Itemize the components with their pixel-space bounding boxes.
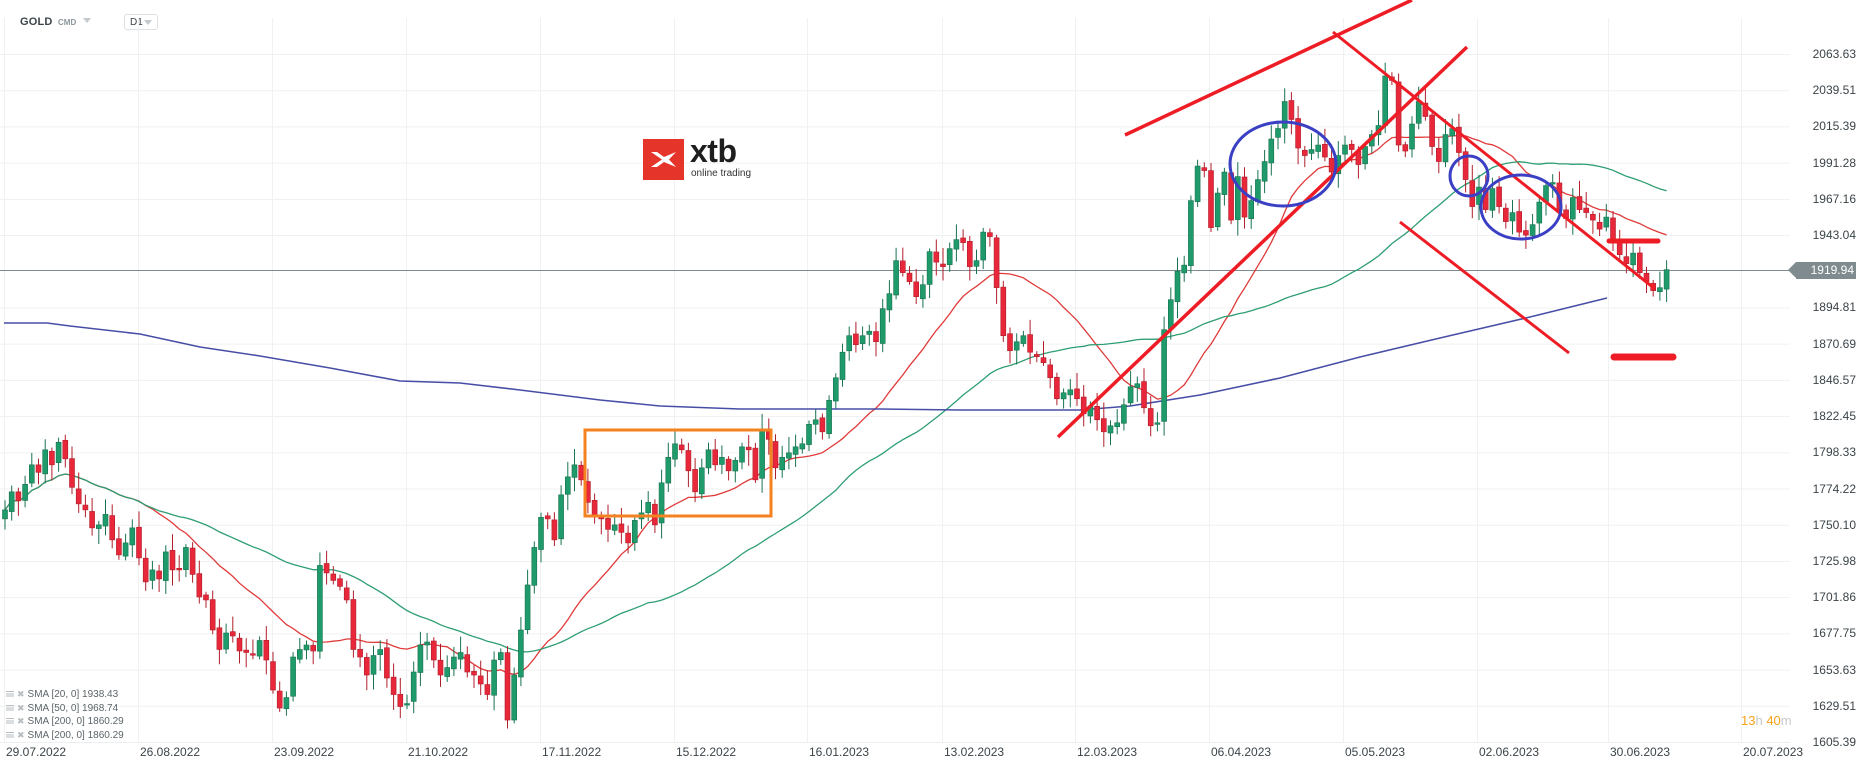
- price-tick-label: 1822.45: [1812, 409, 1856, 424]
- date-tick-label: 17.11.2022: [542, 745, 602, 759]
- descending-channel-upper: [1332, 30, 1656, 291]
- timer-minutes-unit: m: [1780, 713, 1792, 728]
- chart-header: GOLD CMD D1: [0, 0, 1866, 40]
- symbol-dropdown-caret-icon[interactable]: [83, 18, 91, 23]
- timeframe-select[interactable]: D1: [124, 14, 158, 30]
- symbol-label[interactable]: GOLD: [20, 16, 53, 28]
- remove-icon[interactable]: ✖: [17, 729, 25, 740]
- remove-icon[interactable]: ✖: [17, 716, 25, 726]
- rising-support-trendline: [1056, 45, 1469, 439]
- highlight-ellipse-1: [1228, 120, 1338, 208]
- highlight-ellipse-2: [1448, 154, 1490, 198]
- candles: [2, 62, 1670, 729]
- date-tick-label: 13.02.2023: [944, 745, 1005, 759]
- date-tick-label: 23.09.2022: [274, 745, 335, 759]
- legend-row-sma20: ✖ SMA [20, 0] 1938.43: [6, 688, 124, 702]
- timer-hours: 13: [1741, 713, 1756, 728]
- settings-icon[interactable]: [6, 704, 14, 712]
- legend-label: SMA [20, 0] 1938.43: [27, 689, 119, 700]
- price-tick-label: 1653.63: [1812, 662, 1856, 677]
- date-tick-label: 05.05.2023: [1345, 745, 1406, 759]
- grid-lines: [0, 18, 1790, 743]
- candle-countdown: 13h 40m: [1741, 713, 1792, 728]
- price-tick-label: 1798.33: [1812, 445, 1856, 460]
- remove-icon[interactable]: ✖: [17, 689, 25, 699]
- category-label: CMD: [58, 18, 77, 27]
- legend-row-sma200b: ✖ SMA [200, 0] 1860.29: [6, 729, 124, 743]
- date-tick-label: 15.12.2022: [676, 745, 737, 759]
- highlight-ellipse-3: [1479, 173, 1563, 241]
- logo-brand-text: xtb: [690, 133, 737, 169]
- upper-trendline: [1124, 0, 1413, 137]
- legend-label: SMA [50, 0] 1968.74: [27, 702, 119, 714]
- indicator-legend: ✖ SMA [20, 0] 1938.43 ✖ SMA [50, 0] 1968.7…: [6, 688, 124, 742]
- sma50-line: [4, 161, 1667, 653]
- date-tick-label: 30.06.2023: [1610, 745, 1671, 759]
- timer-hours-unit: h: [1755, 713, 1763, 728]
- legend-row-sma200: ✖ SMA [200, 0] 1860.29: [6, 715, 124, 729]
- date-tick-label: 29.07.2022: [6, 745, 67, 759]
- sma20-line: [4, 134, 1667, 675]
- consolidation-rectangle: [583, 428, 773, 518]
- annotations: [583, 0, 1677, 518]
- settings-icon[interactable]: [6, 691, 14, 699]
- sma200-line: [4, 297, 1608, 411]
- date-tick-label: 21.10.2022: [408, 745, 469, 759]
- price-tick-label: 1943.04: [1812, 228, 1856, 243]
- date-tick-label: 26.08.2022: [140, 745, 201, 759]
- price-tick-label: 1967.16: [1812, 191, 1856, 206]
- price-tick-label: 1629.51: [1812, 698, 1856, 713]
- timeframe-chevron-down-icon: [144, 20, 152, 25]
- date-tick-label: 16.01.2023: [809, 745, 870, 759]
- price-tick-label: 1991.28: [1812, 155, 1856, 170]
- timeframe-value: D1: [130, 17, 143, 28]
- descending-channel-lower: [1399, 220, 1570, 355]
- price-tick-label: 1677.75: [1812, 626, 1856, 641]
- date-tick-label: 20.07.2023: [1743, 745, 1804, 759]
- settings-icon[interactable]: [6, 731, 14, 739]
- price-tick-label: 2039.51: [1812, 83, 1856, 98]
- price-tick-label: 1605.39: [1812, 735, 1856, 749]
- legend-row-sma50: ✖ SMA [50, 0] 1968.74: [6, 702, 124, 716]
- xtb-logo-mark: [643, 139, 684, 180]
- date-tick-label: 12.03.2023: [1077, 745, 1138, 759]
- date-tick-label: 06.04.2023: [1211, 745, 1272, 759]
- price-tick-label: 1894.81: [1812, 300, 1856, 315]
- settings-icon[interactable]: [6, 718, 14, 726]
- price-tick-label: 1725.98: [1812, 553, 1856, 568]
- price-tick-label: 1846.57: [1812, 372, 1856, 387]
- price-tick-label: 1774.22: [1812, 481, 1856, 496]
- legend-label: SMA [200, 0] 1860.29: [27, 716, 124, 727]
- timer-minutes: 40: [1766, 713, 1781, 728]
- price-tick-label: 1750.10: [1812, 517, 1856, 532]
- price-tick-label: 2063.63: [1812, 47, 1856, 61]
- logo-tagline: online trading: [691, 168, 752, 179]
- remove-icon[interactable]: ✖: [17, 702, 25, 713]
- sma-lines: [4, 134, 1667, 675]
- current-price-tag: 1919.94: [1788, 262, 1856, 279]
- date-tick-label: 02.06.2023: [1479, 745, 1540, 759]
- price-tick-label: 2015.39: [1812, 119, 1856, 134]
- xtb-x-icon: [651, 152, 676, 167]
- price-tick-label: 1870.69: [1812, 336, 1856, 351]
- legend-label: SMA [200, 0] 1860.29: [27, 729, 124, 741]
- price-tick-label: 1701.86: [1812, 590, 1856, 605]
